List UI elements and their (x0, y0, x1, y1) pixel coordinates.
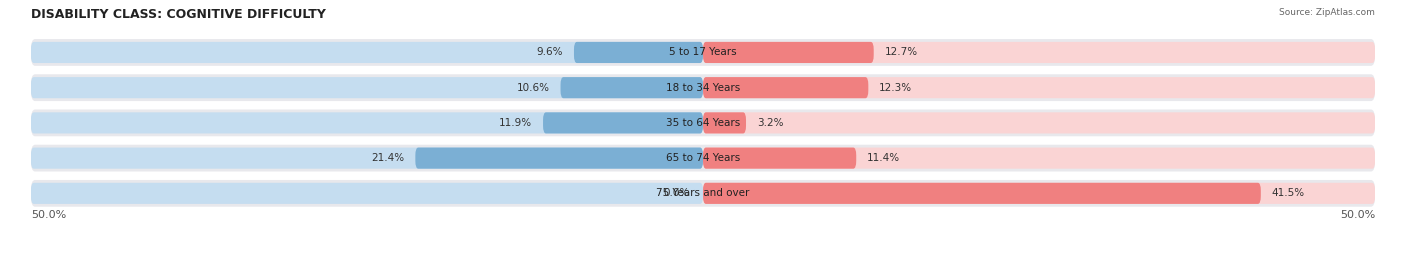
FancyBboxPatch shape (703, 42, 873, 63)
FancyBboxPatch shape (31, 110, 1375, 136)
FancyBboxPatch shape (31, 180, 1375, 207)
Text: 50.0%: 50.0% (1340, 210, 1375, 220)
Text: 11.9%: 11.9% (499, 118, 533, 128)
FancyBboxPatch shape (561, 77, 703, 98)
FancyBboxPatch shape (31, 112, 703, 133)
FancyBboxPatch shape (31, 42, 703, 63)
Text: 65 to 74 Years: 65 to 74 Years (666, 153, 740, 163)
FancyBboxPatch shape (31, 148, 703, 169)
FancyBboxPatch shape (31, 183, 703, 204)
FancyBboxPatch shape (543, 112, 703, 133)
FancyBboxPatch shape (703, 112, 1375, 133)
Text: 35 to 64 Years: 35 to 64 Years (666, 118, 740, 128)
Text: 9.6%: 9.6% (537, 47, 564, 57)
Text: 10.6%: 10.6% (517, 83, 550, 93)
Text: 0.0%: 0.0% (664, 188, 689, 198)
FancyBboxPatch shape (703, 42, 1375, 63)
Text: 41.5%: 41.5% (1271, 188, 1305, 198)
FancyBboxPatch shape (703, 77, 1375, 98)
Text: 75 Years and over: 75 Years and over (657, 188, 749, 198)
Text: 3.2%: 3.2% (756, 118, 783, 128)
FancyBboxPatch shape (31, 39, 1375, 66)
FancyBboxPatch shape (574, 42, 703, 63)
Text: 12.7%: 12.7% (884, 47, 918, 57)
FancyBboxPatch shape (703, 148, 1375, 169)
Text: 18 to 34 Years: 18 to 34 Years (666, 83, 740, 93)
Text: 11.4%: 11.4% (868, 153, 900, 163)
Text: 21.4%: 21.4% (371, 153, 405, 163)
FancyBboxPatch shape (703, 183, 1375, 204)
FancyBboxPatch shape (31, 74, 1375, 101)
FancyBboxPatch shape (703, 77, 869, 98)
FancyBboxPatch shape (703, 183, 1261, 204)
FancyBboxPatch shape (31, 145, 1375, 172)
Text: DISABILITY CLASS: COGNITIVE DIFFICULTY: DISABILITY CLASS: COGNITIVE DIFFICULTY (31, 8, 326, 21)
FancyBboxPatch shape (415, 148, 703, 169)
Text: Source: ZipAtlas.com: Source: ZipAtlas.com (1279, 8, 1375, 17)
FancyBboxPatch shape (703, 112, 747, 133)
Text: 5 to 17 Years: 5 to 17 Years (669, 47, 737, 57)
Text: 50.0%: 50.0% (31, 210, 66, 220)
FancyBboxPatch shape (31, 77, 703, 98)
Text: 12.3%: 12.3% (879, 83, 912, 93)
FancyBboxPatch shape (703, 148, 856, 169)
